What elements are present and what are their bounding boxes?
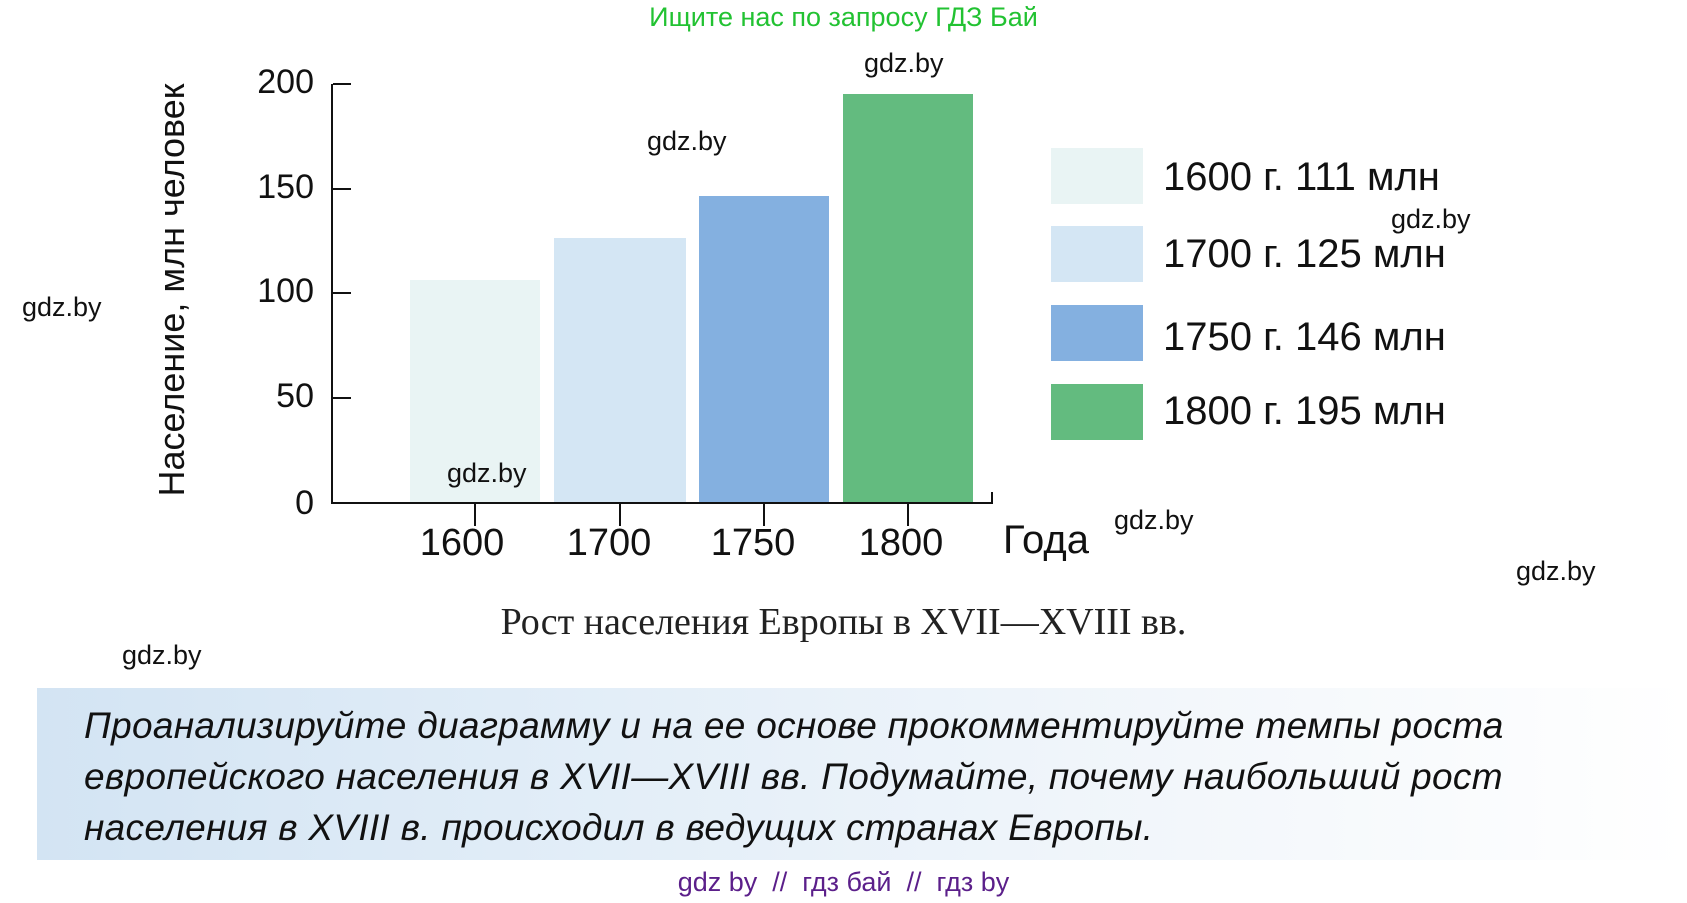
bar-1700 bbox=[554, 238, 686, 502]
y-tick-200 bbox=[333, 83, 351, 85]
search-hint-banner: Ищите нас по запросу ГДЗ Бай bbox=[649, 2, 1038, 32]
x-tick-1800 bbox=[907, 504, 909, 526]
legend-label-1700: 1700 г. 125 млн bbox=[1163, 232, 1446, 276]
x-tick-label-1800: 1800 bbox=[858, 522, 944, 564]
y-tick-100 bbox=[333, 292, 351, 294]
x-tick-label-1750: 1750 bbox=[710, 522, 796, 564]
task-panel bbox=[37, 688, 1687, 860]
y-tick-label-100: 100 bbox=[257, 272, 314, 310]
watermark: gdz.by bbox=[864, 48, 944, 78]
y-tick-label-200: 200 bbox=[257, 63, 314, 101]
watermark: gdz.by bbox=[447, 458, 527, 488]
legend-label-1600: 1600 г. 111 млн bbox=[1163, 155, 1440, 199]
bar-1800 bbox=[843, 94, 973, 502]
y-tick-label-150: 150 bbox=[257, 168, 314, 206]
footer-watermark: gdz by // гдз бай // гдз by bbox=[677, 867, 1010, 897]
legend-swatch-1700 bbox=[1051, 226, 1143, 282]
y-axis-title-text: Население, млн человек bbox=[151, 83, 192, 497]
y-tick-50 bbox=[333, 397, 351, 399]
x-axis-title: Года bbox=[1003, 518, 1089, 562]
y-tick-label-0: 0 bbox=[295, 484, 314, 522]
watermark: gdz.by bbox=[1516, 556, 1596, 586]
legend-swatch-1800 bbox=[1051, 384, 1143, 440]
watermark: gdz.by bbox=[1391, 204, 1471, 234]
legend-label-1800: 1800 г. 195 млн bbox=[1163, 389, 1446, 433]
x-axis-end-tick bbox=[991, 492, 993, 504]
y-tick-label-50: 50 bbox=[276, 377, 314, 415]
x-tick-1750 bbox=[763, 504, 765, 526]
bar-1600 bbox=[410, 280, 540, 502]
y-axis-line bbox=[331, 84, 333, 504]
task-text: Проанализируйте диаграмму и на ее основе… bbox=[84, 705, 1504, 848]
watermark: gdz.by bbox=[122, 640, 202, 670]
legend-swatch-1600 bbox=[1051, 148, 1143, 204]
x-tick-label-1600: 1600 bbox=[419, 522, 505, 564]
legend-swatch-1750 bbox=[1051, 305, 1143, 361]
bar-1750 bbox=[699, 196, 829, 502]
x-axis-line bbox=[331, 502, 993, 504]
x-tick-1700 bbox=[619, 504, 621, 526]
x-tick-label-1700: 1700 bbox=[566, 522, 652, 564]
chart-caption: Рост населения Европы в XVII—XVIII вв. bbox=[500, 601, 1187, 643]
x-tick-1600 bbox=[474, 504, 476, 526]
legend-label-1750: 1750 г. 146 млн bbox=[1163, 315, 1446, 359]
y-tick-150 bbox=[333, 188, 351, 190]
watermark: gdz.by bbox=[22, 292, 102, 322]
watermark: gdz.by bbox=[1114, 505, 1194, 535]
watermark: gdz.by bbox=[647, 126, 727, 156]
